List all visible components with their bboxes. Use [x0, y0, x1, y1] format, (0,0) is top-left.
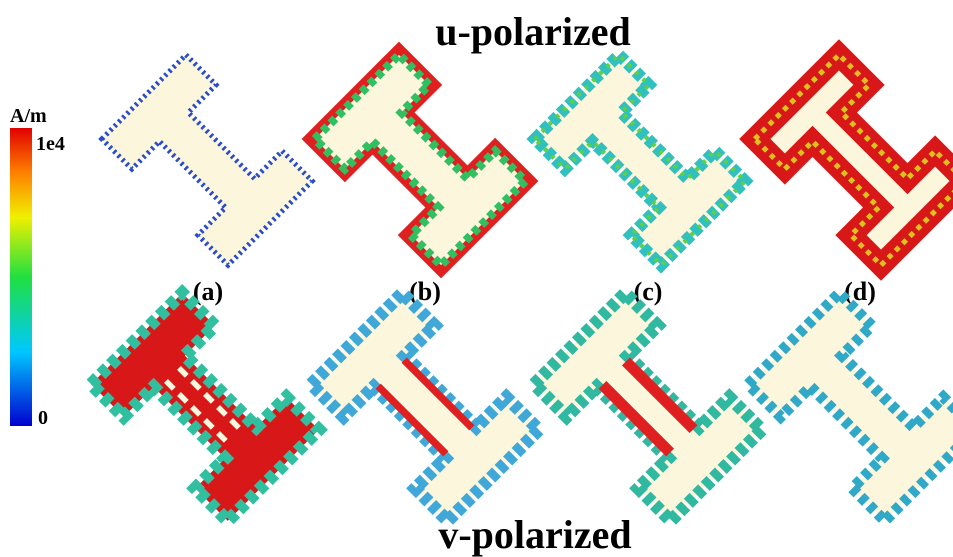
- panel-label: (b): [409, 277, 441, 306]
- current-map: [748, 293, 953, 521]
- current-map: [315, 55, 525, 265]
- colorbar: [10, 128, 32, 426]
- current-map: [102, 55, 312, 265]
- colorbar-min: 0: [38, 407, 48, 429]
- current-map: [755, 55, 953, 265]
- colorbar-max: 1e4: [36, 133, 65, 155]
- bottom-title: v-polarized: [438, 512, 631, 557]
- top-title: u-polarized: [435, 9, 631, 54]
- panel-label: (d): [844, 277, 876, 306]
- figure: u-polarized v-polarized A/m 1e4 0 (a) (b…: [0, 0, 953, 557]
- current-map: [91, 293, 319, 521]
- colorbar-unit: A/m: [10, 105, 47, 127]
- current-map: [311, 293, 539, 521]
- current-map: [534, 293, 762, 521]
- current-map: [535, 55, 745, 265]
